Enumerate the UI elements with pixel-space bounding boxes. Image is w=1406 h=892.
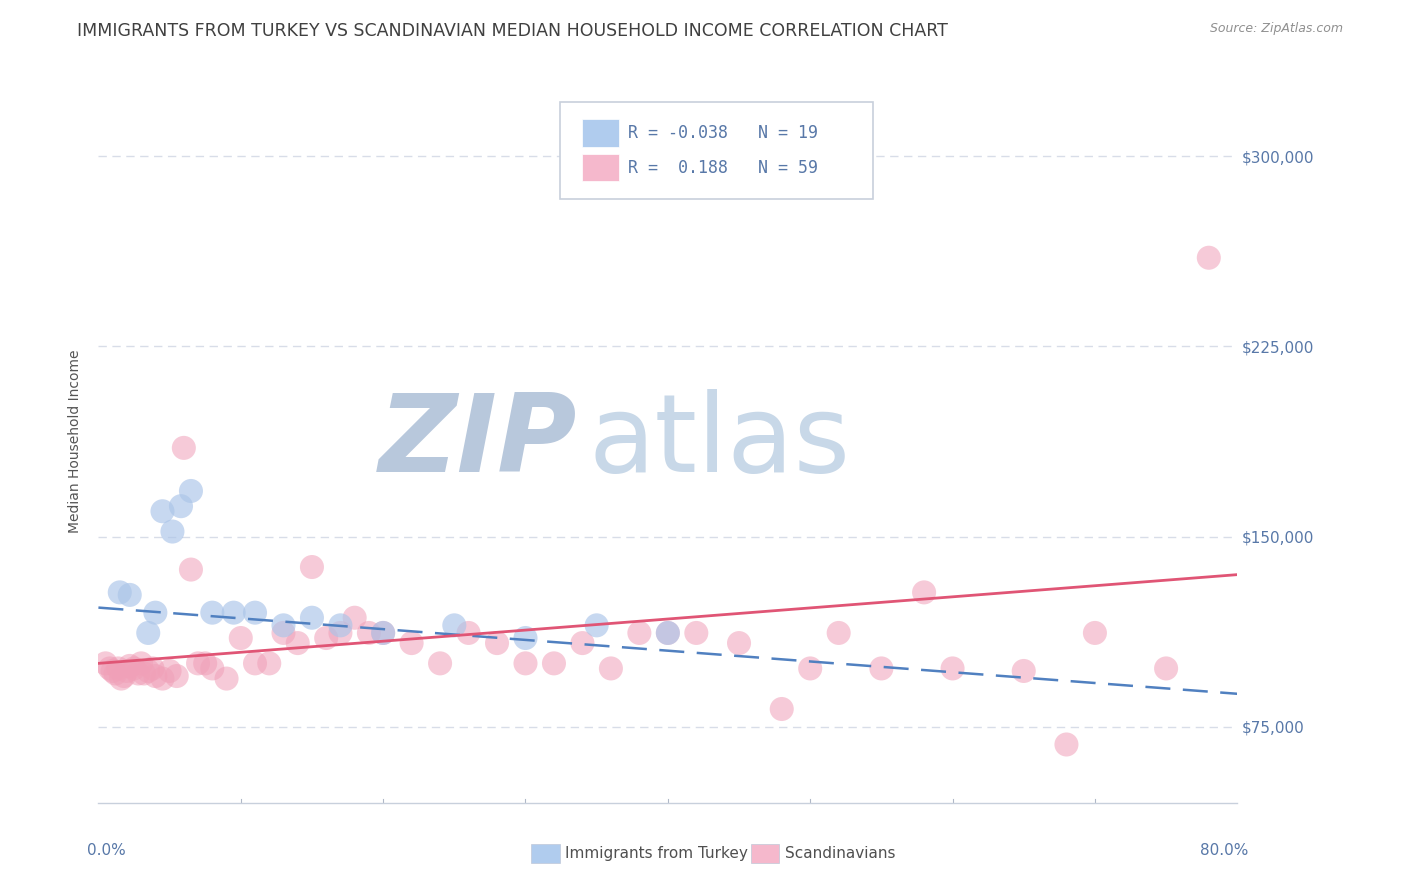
FancyBboxPatch shape (582, 154, 619, 181)
Text: Source: ZipAtlas.com: Source: ZipAtlas.com (1209, 22, 1343, 36)
Point (1012, 664, 1035, 678)
Point (141, 661, 163, 675)
Point (194, 657, 217, 671)
Point (101, 664, 124, 678)
Point (329, 626, 352, 640)
Point (187, 657, 209, 671)
Point (229, 631, 252, 645)
Point (870, 661, 893, 675)
Text: IMMIGRANTS FROM TURKEY VS SCANDINAVIAN MEDIAN HOUSEHOLD INCOME CORRELATION CHART: IMMIGRANTS FROM TURKEY VS SCANDINAVIAN M… (77, 22, 948, 40)
Point (315, 631, 337, 645)
Point (585, 618, 607, 632)
Point (942, 661, 965, 675)
Text: 80.0%: 80.0% (1201, 843, 1249, 857)
Point (273, 626, 295, 640)
Text: R = -0.038   N = 19: R = -0.038 N = 19 (628, 124, 818, 142)
Point (1084, 626, 1107, 640)
Point (152, 504, 174, 518)
Text: atlas: atlas (588, 389, 851, 494)
Point (180, 483, 202, 498)
Point (173, 441, 195, 455)
Point (657, 626, 679, 640)
Point (201, 606, 224, 620)
Point (770, 702, 793, 716)
Text: Scandinavians: Scandinavians (785, 847, 896, 861)
Point (515, 631, 537, 645)
Point (273, 618, 295, 632)
Point (429, 657, 451, 671)
Point (118, 659, 141, 673)
Point (457, 626, 479, 640)
Text: ZIP: ZIP (378, 389, 576, 494)
Point (215, 672, 238, 686)
Point (685, 626, 707, 640)
Point (243, 606, 266, 620)
Point (145, 669, 167, 683)
Point (486, 636, 509, 650)
Point (201, 661, 224, 675)
Text: Immigrants from Turkey: Immigrants from Turkey (565, 847, 748, 861)
Point (118, 588, 141, 602)
Point (357, 626, 380, 640)
Text: 0.0%: 0.0% (87, 843, 125, 857)
Point (371, 626, 394, 640)
Y-axis label: Median Household Income: Median Household Income (69, 350, 83, 533)
Text: R =  0.188   N = 59: R = 0.188 N = 59 (628, 159, 818, 177)
Point (1154, 661, 1177, 675)
Point (94, 657, 117, 671)
Point (127, 666, 149, 681)
Point (1198, 251, 1220, 265)
FancyBboxPatch shape (582, 120, 619, 147)
Point (287, 636, 309, 650)
Point (1056, 738, 1078, 752)
Point (145, 606, 167, 620)
Point (110, 672, 132, 686)
Point (371, 626, 394, 640)
Point (107, 661, 129, 675)
Point (122, 661, 145, 675)
Point (136, 626, 159, 640)
Point (104, 666, 127, 681)
Point (401, 636, 423, 650)
Point (180, 563, 202, 577)
Point (728, 636, 751, 650)
Point (159, 664, 181, 678)
Point (799, 661, 821, 675)
Point (543, 657, 565, 671)
Point (443, 618, 465, 632)
Point (129, 657, 152, 671)
Point (259, 657, 281, 671)
Point (301, 611, 323, 625)
Point (108, 585, 131, 599)
Point (136, 664, 159, 678)
Point (115, 664, 138, 678)
Point (343, 611, 366, 625)
Point (329, 618, 352, 632)
Point (243, 657, 266, 671)
Point (657, 626, 679, 640)
Point (515, 657, 537, 671)
Point (152, 672, 174, 686)
Point (628, 626, 651, 640)
Point (571, 636, 593, 650)
FancyBboxPatch shape (560, 102, 873, 200)
Point (828, 626, 851, 640)
Point (162, 524, 184, 539)
Point (600, 661, 623, 675)
Point (170, 499, 193, 513)
Point (222, 606, 245, 620)
Point (166, 669, 188, 683)
Point (98, 661, 121, 675)
Point (301, 560, 323, 574)
Point (112, 669, 135, 683)
Point (912, 585, 935, 599)
Point (132, 666, 155, 681)
